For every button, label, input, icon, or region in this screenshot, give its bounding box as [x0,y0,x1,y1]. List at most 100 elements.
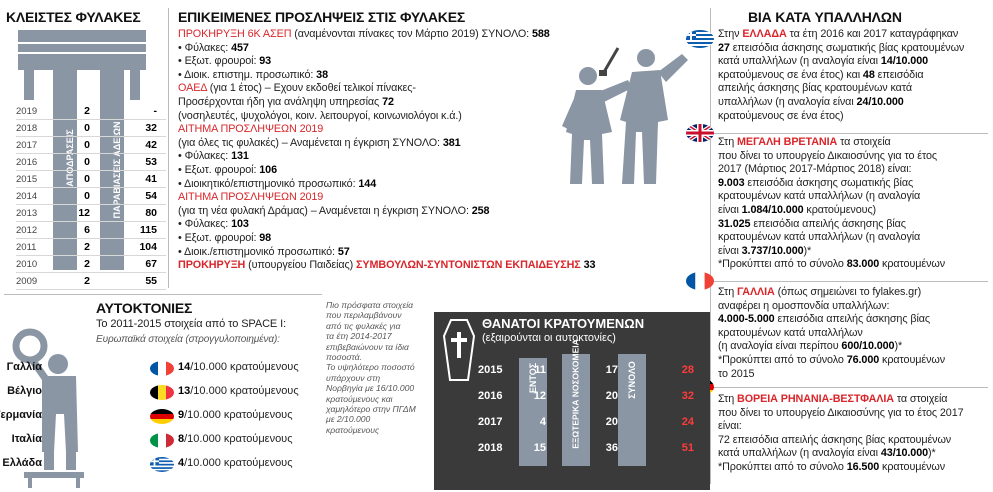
leave-violations-cell: 115 [140,224,157,236]
inside-cell: 4 [539,416,546,428]
hiring-line: • Εξωτ. φρουροί: 98 [178,231,272,244]
year-cell: 2016 [16,157,38,168]
table-row: 2018 0 32 [16,119,166,137]
table-row: 2015 0 41 [16,170,166,188]
suicide-illustration [6,320,96,490]
hiring-line: ΑΙΤΗΜΑ ΠΡΟΣΛΗΨΕΩΝ 2019 [178,123,324,136]
deaths-col-c-band [618,354,646,466]
table-row: 2009 2 55 [16,272,166,290]
suicide-rate: 14/10.000 κρατούμενους [178,361,299,373]
side-note-line: ποσοστά. [326,352,362,363]
country-label: Γαλλία [6,361,42,373]
escapes-cell: 0 [84,156,90,168]
table-row: 2014 0 54 [16,187,166,205]
escapes-cell: 0 [84,173,90,185]
escapes-cell: 2 [84,241,90,253]
uk-violence-text: Στη ΜΕΓΑΛΗ ΒΡΕΤΑΝΙΑ τα στοιχεία που δίνε… [718,136,946,271]
deaths-col-a-band [519,358,547,466]
leave-violations-cell: 104 [139,241,157,253]
hiring-list: ΠΡΟΚΗΡΥΞΗ 6Κ ΑΣΕΠ (αναμένονται πίνακες τ… [178,28,596,273]
external-hospital-cell: 36 [605,442,618,454]
greece-flag-icon [150,457,174,472]
country-label: Ελλάδα [2,457,42,469]
suicide-rate: 4/10.000 κρατούμενους [178,457,293,469]
leave-violations-cell: 54 [145,190,157,202]
hiring-line: • Διοικητικό/επιστημονικό προσωπικό: 144 [178,177,377,190]
italy-flag-icon [150,433,174,448]
leave-violations-cell: 42 [145,139,157,151]
external-hospital-cell: 20 [605,416,618,428]
germany-violence-text: Στη ΒΟΡΕΙΑ ΡΗΝΑΝΙΑ-ΒΕΣΤΦΑΛΙΑ τα στοιχεία… [718,393,964,473]
table-row: 2011 2 104 [16,238,166,256]
side-note-line: από τις φυλακές για [326,320,401,331]
side-note-line: Το υψηλότερο ποσοστό [326,362,415,373]
leave-violations-cell: 41 [145,173,157,185]
year-cell: 2017 [478,416,503,428]
belgium-flag-icon [150,385,174,400]
hiring-line: (νοσηλευτές, ψυχολόγοι, κοιν. λειτουργοί… [178,109,462,122]
escapes-cell: 12 [78,207,90,219]
hiring-line: ΟΑΕΔ (για 1 έτος) – Εχουν εκδοθεί τελικο… [178,82,416,95]
year-cell: 2015 [16,174,38,185]
total-cell: 51 [681,442,694,454]
leave-violations-cell: 53 [145,156,157,168]
hiring-line: ΠΡΟΚΗΡΥΞΗ 6Κ ΑΣΕΠ (αναμένονται πίνακες τ… [178,28,550,40]
hiring-line: • Εξωτ. φρουροί: 106 [178,163,277,176]
escapes-cell: 0 [84,190,90,202]
hiring-line: ΑΙΤΗΜΑ ΠΡΟΣΛΗΨΕΩΝ 2019 [178,191,324,204]
year-cell: 2016 [478,390,503,402]
violence-illustration [558,36,698,186]
inside-cell: 15 [533,442,546,454]
table-row: 2010 2 67 [16,255,166,273]
external-hospital-cell: 20 [605,390,618,402]
side-note-line: χαμηλότερο στην ΠΓΔΜ [326,404,416,415]
inside-cell: 12 [533,390,546,402]
total-cell: 24 [681,416,694,428]
germany-flag-icon [150,409,174,424]
side-note-line: Πιο πρόσφατα στοιχεία [326,300,414,310]
deaths-subtitle: (εξαιρούνται οι αυτοκτονίες) [482,332,616,344]
hiring-line: (για τη νέα φυλακή Δράμας) – Αναμένεται … [178,204,490,217]
side-note-line: που περιλαμβάνουν [326,310,402,321]
side-note-line: τα έτη 2014-2017 [326,331,392,342]
year-cell: 2015 [478,364,503,376]
side-note-line: Νορβηγία με 16/10.000 [326,383,415,394]
external-hospital-cell: 17 [605,364,618,376]
side-note-line: υπάρχουν στη [326,372,381,383]
closed-prisons-table: 2019 2 - 2018 0 32 2017 0 42 2016 0 53 2015 0 41 2014 0 5… [16,102,166,292]
suicides-note: Ευρωπαϊκά στοιχεία (στρογγυλοποιημένα): [96,334,280,345]
deaths-table: 2015 11 17 28 2016 12 20 32 2017 4 20 24 2018 15 36 51 [434,360,710,470]
escapes-cell: 0 [84,139,90,151]
side-note-line: κρατούμενους και [326,393,393,404]
year-cell: 2013 [16,208,38,219]
violence-title: ΒΙΑ ΚΑΤΑ ΥΠΑΛΛΗΛΩΝ [748,9,902,25]
table-row: 2016 0 53 [16,153,166,171]
greece-flag-icon [686,30,714,48]
escapes-cell: 2 [84,275,90,287]
escapes-cell: 6 [84,224,90,236]
hiring-line: • Διοικ./επιστημονικό προσωπικό: 57 [178,245,350,258]
uk-flag-icon [686,124,714,142]
hiring-line: • Φύλακες: 103 [178,218,249,231]
hiring-line: ΠΡΟΚΗΡΥΞΗ (υπουργείου Παιδείας) ΣΥΜΒΟΥΛΩ… [178,259,596,272]
side-note-line: επιβεβαιώνουν τα ίδια [326,341,409,352]
suicides-side-note: Πιο πρόσφατα στοιχεία που περιλαμβάνουν απ… [326,300,426,435]
year-cell: 2018 [478,442,503,454]
year-cell: 2011 [16,242,37,253]
coffin-icon [442,318,476,382]
closed-prisons-title: ΚΛΕΙΣΤΕΣ ΦΥΛΑΚΕΣ [6,9,141,25]
hiring-line: • Εξωτ. φρουροί: 93 [178,55,272,68]
leave-violations-cell: 80 [145,207,157,219]
hiring-line: Προσέρχονται ήδη για ανάληψη υπηρεσίας 7… [178,95,394,108]
suicides-title: ΑΥΤΟΚΤΟΝΙΕΣ [96,300,193,316]
hiring-title: ΕΠΙΚΕΙΜΕΝΕΣ ΠΡΟΣΛΗΨΕΙΣ ΣΤΙΣ ΦΥΛΑΚΕΣ [178,9,466,25]
suicides-subtitle: Το 2011-2015 στοιχεία από το SPACE I: [96,318,287,330]
france-violence-text: Στη ΓΑΛΛΙΑ (όπως σημειώνει το fylakes.gr… [718,286,946,380]
year-cell: 2009 [16,276,38,287]
country-label: Ιταλία [11,433,42,445]
year-cell: 2012 [16,225,38,236]
side-note-line: κρατούμενους [326,424,380,435]
total-cell: 32 [681,390,694,402]
france-flag-icon [686,272,714,290]
suicide-rate: 8/10.000 κρατούμενους [178,433,293,445]
